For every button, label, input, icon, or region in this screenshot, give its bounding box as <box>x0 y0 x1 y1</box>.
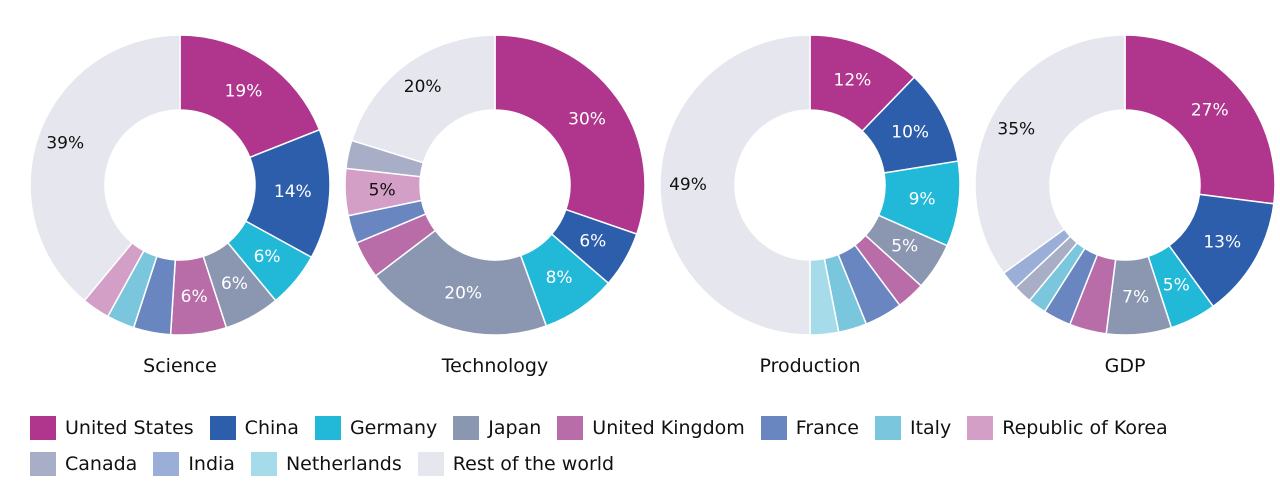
data-label-technology-china: 6% <box>579 232 606 252</box>
data-label-gdp-germany: 5% <box>1163 276 1190 296</box>
chart-caption-science: Science <box>143 355 217 377</box>
legend-item-india: India <box>153 450 235 477</box>
data-label-production-china: 10% <box>891 123 929 143</box>
legend-item-canada: Canada <box>30 450 137 477</box>
legend-item-netherlands: Netherlands <box>250 450 402 477</box>
legend-swatch <box>453 415 480 440</box>
legend-swatch <box>557 415 584 440</box>
chart-caption-technology: Technology <box>441 355 548 377</box>
data-label-science-germany: 6% <box>254 247 281 267</box>
legend-label: United Kingdom <box>592 416 745 439</box>
data-label-production-rest-of-the-world: 49% <box>669 175 707 195</box>
data-label-gdp-united-states: 27% <box>1191 100 1229 120</box>
slice-gdp-united-states <box>1124 34 1276 205</box>
donut-production: 12% 10% 9% 5% 49% Production <box>659 34 961 377</box>
legend-swatch <box>874 415 901 440</box>
data-label-production-japan: 5% <box>891 237 918 257</box>
legend-label: China <box>244 416 299 439</box>
data-label-science-united-kingdom: 6% <box>181 287 208 307</box>
data-label-production-germany: 9% <box>909 189 936 209</box>
legend-label: Rest of the world <box>452 452 615 475</box>
data-label-technology-germany: 8% <box>546 268 573 288</box>
legend-swatch <box>153 451 180 476</box>
legend-label: Canada <box>65 452 138 475</box>
legend-label: Italy <box>909 416 952 439</box>
donut-science: 19% 14% 6% 6% 6% 39% Science <box>29 34 331 377</box>
slice-technology-united-states <box>494 34 646 236</box>
legend-swatch <box>30 451 56 476</box>
legend-item-republic-of-korea: Republic of Korea <box>967 414 1168 441</box>
legend: United States China Germany Japan United Kin… <box>30 414 1270 477</box>
legend-swatch <box>30 415 56 440</box>
data-label-technology-republic-of-korea: 5% <box>369 180 396 200</box>
legend-item-japan: Japan <box>453 414 541 441</box>
data-label-science-china: 14% <box>274 182 312 202</box>
donut-technology: 30% 6% 8% 20% 5% 20% Technology <box>344 34 646 377</box>
chart-caption-production: Production <box>759 355 860 377</box>
data-label-gdp-japan: 7% <box>1122 287 1149 307</box>
data-label-gdp-rest-of-the-world: 35% <box>997 120 1035 140</box>
data-label-technology-japan: 20% <box>444 283 482 303</box>
legend-item-united-kingdom: United Kingdom <box>557 414 745 441</box>
legend-label: Japan <box>488 416 542 439</box>
data-label-technology-united-states: 30% <box>568 109 606 129</box>
legend-item-rest-of-the-world: Rest of the world <box>417 450 615 477</box>
legend-label: Netherlands <box>285 452 402 475</box>
legend-swatch <box>760 415 787 440</box>
legend-label: India <box>188 452 235 475</box>
legend-label: Germany <box>349 416 438 439</box>
legend-item-united-states: United States <box>30 414 194 441</box>
legend-label: France <box>795 416 859 439</box>
slice-production-rest-of-the-world <box>659 34 811 336</box>
slice-gdp-rest-of-the-world <box>974 34 1126 275</box>
data-label-science-united-states: 19% <box>225 82 263 102</box>
slice-science-rest-of-the-world <box>29 34 181 302</box>
legend-label: Republic of Korea <box>1002 416 1168 439</box>
legend-swatch <box>209 415 236 440</box>
data-label-production-united-states: 12% <box>834 70 872 90</box>
legend-swatch <box>250 451 277 476</box>
slice-technology-japan <box>374 229 548 336</box>
legend-swatch <box>314 415 341 440</box>
legend-label: United States <box>65 416 194 439</box>
data-label-gdp-china: 13% <box>1203 233 1241 253</box>
data-label-science-japan: 6% <box>221 274 248 294</box>
donut-gdp: 27% 13% 5% 7% 35% GDP <box>974 34 1276 377</box>
legend-swatch <box>417 451 444 476</box>
legend-swatch <box>967 415 994 440</box>
slice-technology-rest-of-the-world <box>350 34 496 164</box>
data-label-technology-rest-of-the-world: 20% <box>404 77 442 97</box>
legend-item-germany: Germany <box>314 414 438 441</box>
slice-science-united-states <box>179 34 321 159</box>
legend-item-france: France <box>760 414 859 441</box>
legend-item-china: China <box>209 414 299 441</box>
data-label-science-rest-of-the-world: 39% <box>46 134 84 154</box>
legend-item-italy: Italy <box>874 414 952 441</box>
chart-caption-gdp: GDP <box>1105 355 1146 377</box>
